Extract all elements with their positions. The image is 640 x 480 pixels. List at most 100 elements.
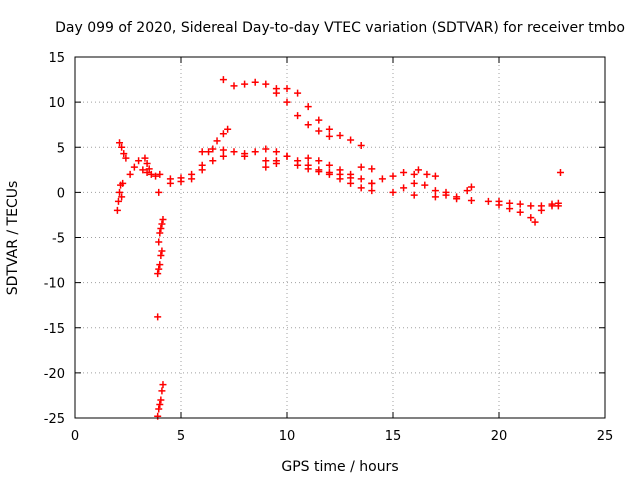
data-point bbox=[410, 170, 418, 178]
data-point bbox=[262, 163, 270, 171]
data-point bbox=[188, 175, 196, 183]
data-point bbox=[156, 170, 164, 178]
series-track-a bbox=[113, 179, 127, 214]
data-point bbox=[166, 179, 174, 187]
data-point bbox=[219, 76, 227, 84]
data-point bbox=[421, 181, 429, 189]
data-point bbox=[219, 146, 227, 154]
data-point bbox=[516, 208, 524, 216]
y-tick-label: 10 bbox=[48, 96, 65, 111]
data-point bbox=[304, 103, 312, 111]
data-point bbox=[177, 178, 185, 186]
data-point bbox=[156, 261, 164, 269]
data-point bbox=[389, 172, 397, 180]
data-point bbox=[315, 166, 323, 174]
data-point bbox=[219, 130, 227, 138]
y-tick-label: -25 bbox=[44, 412, 65, 427]
data-point bbox=[431, 187, 439, 195]
data-point bbox=[113, 206, 121, 214]
data-point bbox=[154, 313, 162, 321]
x-tick-label: 20 bbox=[491, 429, 508, 444]
data-point bbox=[213, 137, 221, 145]
data-point bbox=[119, 179, 127, 187]
series-track-e bbox=[155, 215, 167, 246]
series-track-t bbox=[414, 166, 439, 180]
data-point bbox=[336, 132, 344, 140]
data-point bbox=[135, 157, 143, 165]
axis-ticks: 0 5 10 15 20 25 -25 -20 -15 -10 -5 0 5 10 15 bbox=[44, 51, 614, 444]
data-point bbox=[463, 187, 471, 195]
data-point bbox=[209, 157, 217, 165]
series-track-g bbox=[154, 313, 162, 321]
data-point bbox=[272, 89, 280, 97]
series-track-n bbox=[219, 76, 333, 140]
data-point bbox=[159, 381, 167, 389]
data-point bbox=[154, 270, 162, 278]
data-point bbox=[347, 136, 355, 144]
data-point bbox=[241, 80, 249, 88]
data-points bbox=[113, 76, 564, 420]
data-point bbox=[122, 154, 130, 162]
y-tick-label: -15 bbox=[44, 322, 65, 337]
data-point bbox=[262, 157, 270, 165]
x-tick-label: 15 bbox=[385, 429, 402, 444]
data-point bbox=[294, 89, 302, 97]
data-point bbox=[423, 170, 431, 178]
data-point bbox=[219, 152, 227, 160]
x-tick-label: 10 bbox=[279, 429, 296, 444]
data-point bbox=[389, 188, 397, 196]
data-point bbox=[130, 163, 138, 171]
series-track-y bbox=[556, 169, 564, 177]
data-point bbox=[120, 150, 128, 158]
data-point bbox=[556, 169, 564, 177]
chart-title: Day 099 of 2020, Sidereal Day-to-day VTE… bbox=[55, 20, 625, 36]
x-tick-label: 25 bbox=[597, 429, 614, 444]
series-track-x bbox=[537, 199, 562, 214]
data-point bbox=[272, 157, 280, 165]
series-track-m bbox=[262, 152, 475, 204]
data-point bbox=[143, 169, 151, 177]
data-point bbox=[230, 148, 238, 156]
data-point bbox=[336, 166, 344, 174]
data-point bbox=[156, 229, 164, 237]
data-point bbox=[205, 148, 213, 156]
data-point bbox=[224, 125, 232, 133]
data-point bbox=[157, 252, 165, 260]
data-point bbox=[506, 199, 514, 207]
data-point bbox=[467, 183, 475, 191]
series-track-k bbox=[166, 152, 280, 187]
data-point bbox=[527, 214, 535, 222]
data-point bbox=[378, 175, 386, 183]
data-point bbox=[484, 197, 492, 205]
data-point bbox=[230, 82, 238, 90]
data-point bbox=[283, 98, 291, 106]
data-point bbox=[357, 184, 365, 192]
data-point bbox=[325, 132, 333, 140]
data-point bbox=[431, 193, 439, 201]
data-point bbox=[347, 170, 355, 178]
data-point bbox=[294, 157, 302, 165]
data-point bbox=[554, 199, 562, 207]
data-point bbox=[198, 148, 206, 156]
data-point bbox=[118, 143, 126, 151]
data-point bbox=[283, 85, 291, 93]
series-track-c bbox=[126, 157, 164, 180]
data-point bbox=[241, 150, 249, 158]
data-point bbox=[118, 193, 126, 201]
data-point bbox=[156, 400, 164, 408]
data-point bbox=[262, 80, 270, 88]
series-track-r bbox=[368, 169, 418, 187]
data-point bbox=[400, 184, 408, 192]
data-point bbox=[527, 202, 535, 210]
data-point bbox=[368, 179, 376, 187]
data-point bbox=[357, 175, 365, 183]
series-track-f bbox=[154, 247, 166, 278]
data-point bbox=[304, 121, 312, 129]
grid-lines bbox=[75, 57, 605, 418]
data-point bbox=[315, 116, 323, 124]
data-point bbox=[410, 179, 418, 187]
data-point bbox=[537, 206, 545, 214]
data-point bbox=[414, 166, 422, 174]
data-point bbox=[325, 125, 333, 133]
